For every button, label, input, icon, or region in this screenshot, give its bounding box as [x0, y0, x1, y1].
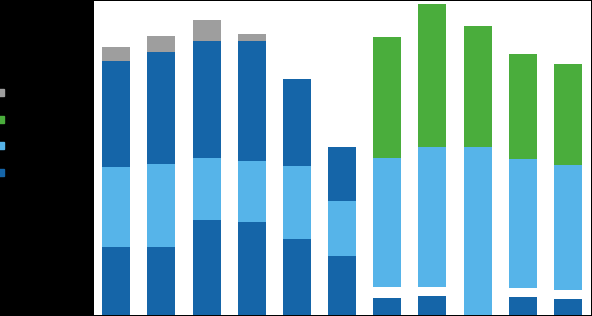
- Bar: [192, 21, 221, 40]
- Bar: [464, 26, 491, 147]
- Bar: [509, 297, 537, 315]
- Bar: [238, 161, 266, 222]
- Bar: [554, 165, 582, 290]
- Bar: [509, 288, 537, 297]
- Bar: [554, 290, 582, 299]
- Bar: [419, 287, 446, 295]
- Bar: [374, 287, 401, 298]
- Bar: [147, 52, 175, 164]
- Bar: [283, 79, 311, 166]
- Bar: [283, 166, 311, 239]
- Bar: [102, 61, 130, 167]
- Bar: [419, 295, 446, 315]
- Bar: [192, 158, 221, 220]
- Bar: [102, 47, 130, 61]
- Bar: [147, 247, 175, 315]
- Bar: [464, 147, 491, 315]
- Bar: [374, 298, 401, 315]
- Bar: [374, 37, 401, 158]
- Bar: [192, 40, 221, 158]
- Bar: [509, 159, 537, 288]
- Bar: [238, 222, 266, 315]
- Bar: [554, 299, 582, 315]
- Bar: [419, 147, 446, 287]
- Bar: [192, 220, 221, 315]
- Bar: [554, 64, 582, 165]
- Bar: [328, 201, 356, 257]
- Bar: [509, 54, 537, 159]
- Bar: [374, 158, 401, 287]
- Bar: [283, 239, 311, 315]
- Bar: [147, 164, 175, 247]
- Bar: [102, 247, 130, 315]
- Bar: [238, 34, 266, 40]
- Bar: [147, 36, 175, 52]
- Bar: [419, 3, 446, 147]
- Bar: [238, 40, 266, 161]
- Legend: , , , : , , ,: [0, 85, 14, 180]
- Bar: [328, 147, 356, 201]
- Bar: [102, 167, 130, 247]
- Bar: [328, 257, 356, 315]
